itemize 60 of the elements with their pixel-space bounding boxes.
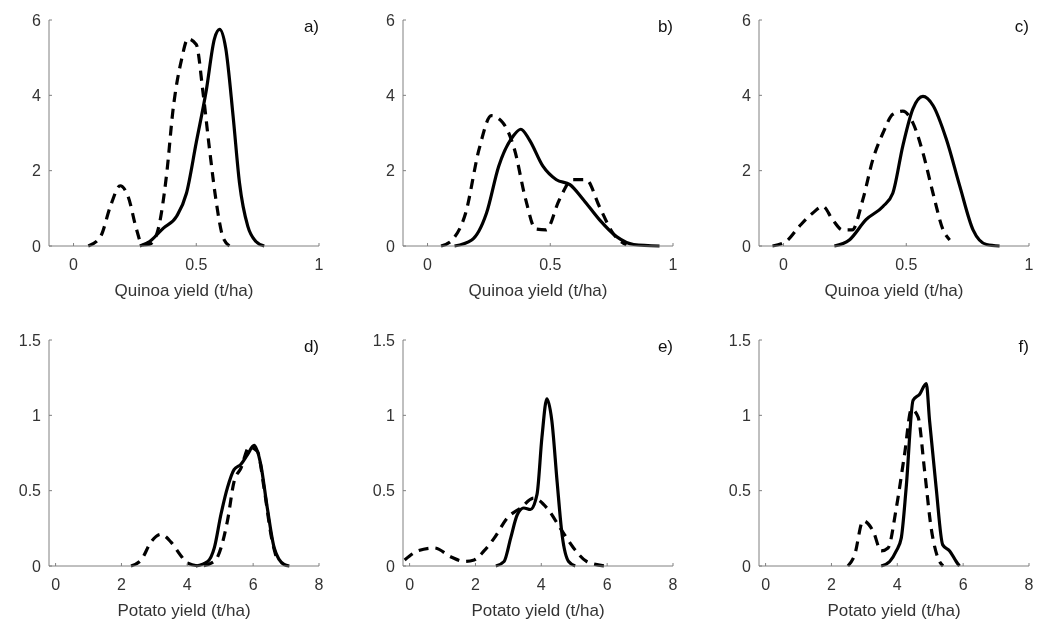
x-axis-title: Potato yield (t/ha) — [471, 601, 605, 620]
x-tick-label: 0 — [405, 576, 415, 593]
annotation: b) — [657, 17, 673, 36]
x-tick-label: 6 — [958, 576, 968, 593]
x-tick-label: 0 — [51, 576, 61, 593]
x-axis-title: Quinoa yield (t/ha) — [114, 281, 254, 300]
y-tick-label: 1 — [386, 406, 396, 424]
annotation: e) — [657, 337, 673, 356]
y-tick-label: 6 — [742, 11, 752, 29]
x-tick-label: 1 — [1024, 256, 1034, 273]
y-tick-label: 4 — [742, 86, 752, 104]
y-tick-label: 0.5 — [18, 482, 42, 500]
annotation: f) — [1018, 337, 1029, 356]
x-tick-label: 0 — [779, 256, 789, 273]
x-axis-title: Quinoa yield (t/ha) — [468, 281, 608, 300]
x-tick-label: 1 — [314, 256, 324, 273]
x-tick-label: 0.5 — [539, 256, 562, 273]
y-tick-label: 1.5 — [728, 331, 752, 349]
y-tick-label: 0.5 — [728, 482, 752, 500]
x-tick-label: 2 — [470, 576, 480, 593]
x-axis-title: Potato yield (t/ha) — [117, 601, 251, 620]
x-tick-label: 4 — [536, 576, 546, 593]
x-axis-title: Potato yield (t/ha) — [827, 601, 961, 620]
y-tick-label: 0 — [32, 557, 42, 575]
y-tick-label: 6 — [386, 11, 396, 29]
y-tick-label: 1.5 — [372, 331, 396, 349]
y-tick-label: 4 — [386, 86, 396, 104]
x-tick-label: 8 — [1024, 576, 1034, 593]
annotation: a) — [303, 17, 319, 36]
x-tick-label: 0 — [761, 576, 771, 593]
y-tick-label: 0 — [386, 237, 396, 255]
x-tick-label: 0 — [69, 256, 79, 273]
x-tick-label: 0.5 — [185, 256, 208, 273]
x-tick-label: 1 — [668, 256, 678, 273]
y-tick-label: 2 — [32, 162, 42, 180]
y-tick-label: 0.5 — [372, 482, 396, 500]
annotation: c) — [1014, 17, 1029, 36]
x-tick-label: 8 — [314, 576, 324, 593]
y-tick-label: 0 — [32, 237, 42, 255]
y-tick-label: 1.5 — [18, 331, 42, 349]
y-tick-label: 1 — [742, 406, 752, 424]
x-tick-label: 0.5 — [895, 256, 918, 273]
x-tick-label: 6 — [248, 576, 258, 593]
x-tick-label: 4 — [892, 576, 902, 593]
y-tick-label: 0 — [742, 557, 752, 575]
y-tick-label: 0 — [386, 557, 396, 575]
x-tick-label: 4 — [182, 576, 192, 593]
y-tick-label: 6 — [32, 11, 42, 29]
y-tick-label: 0 — [742, 237, 752, 255]
x-tick-label: 6 — [602, 576, 612, 593]
annotation: d) — [303, 337, 319, 356]
y-tick-label: 1 — [32, 406, 42, 424]
x-tick-label: 2 — [116, 576, 126, 593]
x-axis-title: Quinoa yield (t/ha) — [824, 281, 964, 300]
y-tick-label: 2 — [386, 162, 396, 180]
x-tick-label: 0 — [423, 256, 433, 273]
x-tick-label: 8 — [668, 576, 678, 593]
y-tick-label: 4 — [32, 86, 42, 104]
x-tick-label: 2 — [826, 576, 836, 593]
y-tick-label: 2 — [742, 162, 752, 180]
